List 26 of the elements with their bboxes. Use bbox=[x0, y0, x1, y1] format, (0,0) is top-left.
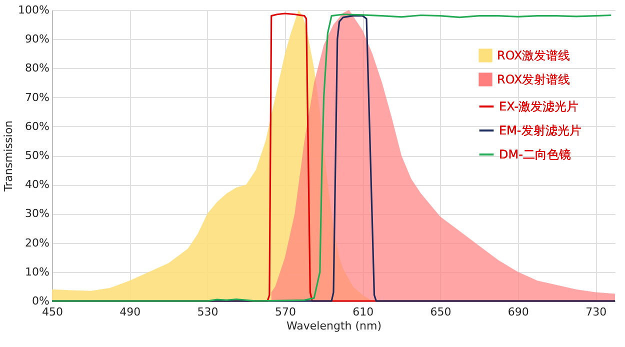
y-axis-title: Transmission bbox=[2, 120, 16, 193]
x-tick-label: 490 bbox=[120, 306, 141, 318]
y-tick-label: 60% bbox=[25, 120, 50, 133]
y-tick-label: 50% bbox=[25, 149, 50, 162]
y-tick-label: 90% bbox=[25, 32, 50, 46]
y-tick-label: 70% bbox=[25, 90, 50, 104]
y-tick-label: 10% bbox=[25, 265, 50, 278]
legend-label: ROX发射谱线 bbox=[497, 72, 570, 86]
y-tick-label: 30% bbox=[25, 207, 50, 220]
x-tick-label: 610 bbox=[352, 306, 374, 318]
legend-label: EX-激发滤光片 bbox=[499, 100, 579, 114]
x-tick-label: 730 bbox=[586, 306, 607, 318]
y-tick-label: 80% bbox=[25, 62, 50, 75]
x-tick-label: 690 bbox=[508, 306, 529, 318]
x-tick-label: 570 bbox=[274, 306, 296, 318]
legend-label: EM-发射滤光片 bbox=[499, 124, 582, 138]
y-tick-label: 100% bbox=[18, 4, 50, 16]
legend-label: ROX激发谱线 bbox=[497, 48, 570, 62]
legend-label: DM-二向色镜 bbox=[499, 148, 571, 162]
x-axis-title: Wavelength (nm) bbox=[286, 320, 382, 332]
x-tick-label: 650 bbox=[430, 306, 452, 318]
x-tick-label: 530 bbox=[197, 306, 218, 318]
x-tick-label: 450 bbox=[42, 306, 63, 318]
y-tick-label: 0% bbox=[32, 294, 50, 308]
y-tick-label: 20% bbox=[25, 236, 50, 250]
y-tick-label: 40% bbox=[25, 178, 50, 192]
